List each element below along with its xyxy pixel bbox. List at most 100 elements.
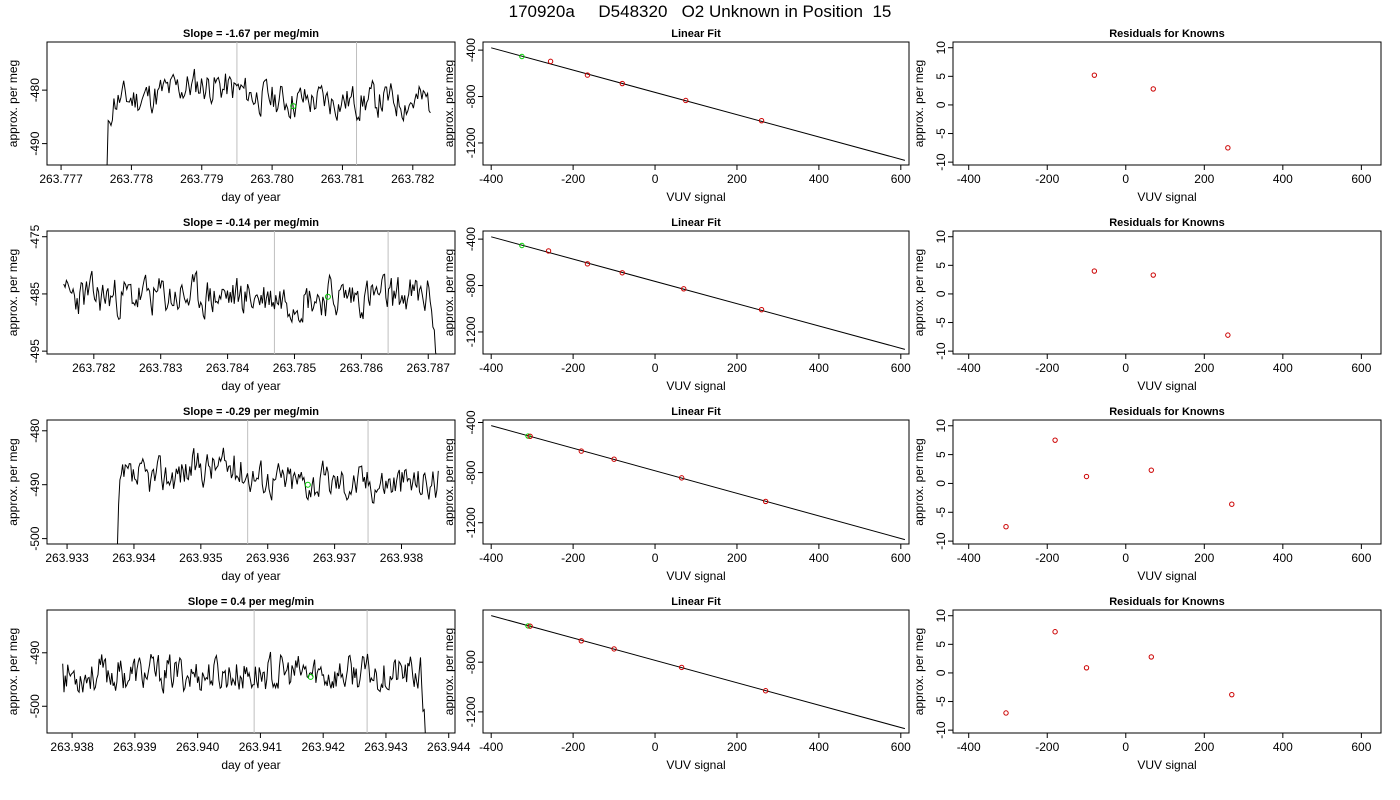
x-axis-label: VUV signal — [1137, 379, 1196, 393]
y-tick-label: -480 — [28, 78, 42, 102]
data-point — [584, 261, 591, 267]
x-tick-label: 200 — [1194, 551, 1214, 565]
panel-12: Residuals for Knowns -400 -200 0 200 400 600 -1… — [912, 596, 1382, 772]
y-tick-label: 0 — [934, 669, 948, 676]
y-tick-label: -490 — [28, 131, 42, 155]
plot-frame — [46, 41, 456, 166]
x-tick-label: -200 — [561, 361, 585, 375]
fit-line — [491, 236, 906, 350]
y-tick-label: -400 — [464, 227, 478, 251]
panel-title: Slope = 0.4 per meg/min — [188, 596, 315, 608]
data-point — [619, 80, 625, 87]
y-tick-label: -1200 — [464, 507, 478, 538]
y-tick-label: -5 — [934, 128, 948, 139]
y-tick-label: -480 — [28, 418, 42, 442]
x-tick-label: 263.787 — [407, 361, 451, 375]
y-tick-label: 10 — [934, 419, 948, 433]
y-tick-label: -10 — [934, 532, 948, 550]
x-axis-label: VUV signal — [1137, 758, 1196, 772]
data-point — [527, 623, 533, 629]
data-point — [1091, 72, 1098, 78]
y-axis-label: approx. per meg — [6, 628, 20, 715]
plot-area — [491, 236, 906, 350]
series-line — [106, 68, 431, 165]
x-tick-label: 0 — [652, 361, 659, 375]
y-tick-label: -10 — [934, 153, 948, 171]
x-tick-label: 400 — [809, 551, 829, 565]
x-tick-label: 600 — [891, 740, 911, 754]
y-tick-label: -400 — [464, 410, 478, 434]
panel-6: Residuals for Knowns -400 -200 0 200 400 600 -1… — [912, 217, 1382, 393]
x-tick-label: 263.784 — [206, 361, 250, 375]
x-tick-label: 600 — [1351, 361, 1371, 375]
x-tick-label: -400 — [957, 551, 981, 565]
series-line — [63, 269, 437, 354]
x-tick-label: 400 — [1273, 361, 1293, 375]
x-tick-label: 0 — [652, 172, 659, 186]
plot-area — [62, 610, 426, 733]
y-axis-label: approx. per meg — [912, 249, 926, 336]
data-point — [547, 58, 554, 65]
data-point — [545, 248, 552, 254]
x-axis-label: VUV signal — [666, 569, 725, 583]
y-tick-label: -1200 — [464, 127, 478, 158]
plot-area — [63, 231, 437, 354]
y-tick-label: 0 — [934, 101, 948, 108]
data-point — [762, 688, 769, 694]
y-tick-label: -800 — [464, 84, 478, 108]
x-tick-label: 200 — [727, 551, 747, 565]
x-tick-label: 263.935 — [179, 551, 223, 565]
y-tick-label: -800 — [464, 273, 478, 297]
x-tick-label: 0 — [652, 740, 659, 754]
y-tick-label: 10 — [934, 230, 948, 244]
highlight-point — [304, 481, 311, 488]
x-tick-label: 400 — [809, 740, 829, 754]
plot-frame — [952, 419, 1382, 545]
x-tick-label: 263.933 — [45, 551, 89, 565]
x-tick-label: 263.942 — [301, 740, 345, 754]
y-tick-label: -490 — [28, 640, 42, 664]
y-axis-label: approx. per meg — [912, 60, 926, 147]
data-point — [519, 53, 525, 60]
highlight-point — [290, 103, 297, 110]
data-point — [1052, 437, 1058, 443]
x-tick-label: -400 — [479, 361, 503, 375]
highlight-point — [307, 673, 314, 680]
data-point — [683, 97, 689, 104]
plot-area — [1091, 268, 1231, 338]
y-axis-label: approx. per meg — [6, 249, 20, 336]
y-tick-label: 5 — [934, 641, 948, 648]
data-point — [578, 448, 585, 454]
panel-title: Slope = -0.14 per meg/min — [183, 217, 319, 229]
x-tick-label: 263.779 — [180, 172, 224, 186]
x-tick-label: 263.777 — [39, 172, 83, 186]
x-tick-label: 400 — [809, 172, 829, 186]
plot-area — [116, 420, 439, 544]
data-point — [1003, 523, 1009, 530]
y-tick-label: -10 — [934, 342, 948, 360]
panel-3: Residuals for Knowns -400 -200 0 200 400 600 -1… — [912, 28, 1382, 204]
data-point — [1091, 268, 1098, 274]
data-point — [1052, 629, 1058, 635]
x-tick-label: -400 — [479, 172, 503, 186]
x-tick-label: 263.937 — [313, 551, 357, 565]
x-tick-label: 263.940 — [176, 740, 220, 754]
y-tick-label: -495 — [28, 339, 42, 363]
data-point — [762, 498, 769, 505]
x-axis-label: VUV signal — [1137, 569, 1196, 583]
x-tick-label: 600 — [891, 172, 911, 186]
y-tick-label: 5 — [934, 73, 948, 80]
plot-frame — [482, 609, 910, 734]
y-axis-label: approx. per meg — [442, 249, 456, 336]
x-tick-label: 600 — [891, 361, 911, 375]
y-tick-label: -500 — [28, 694, 42, 718]
data-point — [1225, 332, 1231, 338]
y-tick-label: -5 — [934, 507, 948, 518]
x-axis-label: day of year — [221, 190, 280, 204]
y-tick-label: -800 — [464, 650, 478, 674]
x-tick-label: 200 — [727, 740, 747, 754]
x-axis-label: VUV signal — [1137, 190, 1196, 204]
y-axis-label: approx. per meg — [912, 628, 926, 715]
data-point — [1229, 691, 1235, 698]
x-tick-label: 263.785 — [273, 361, 317, 375]
